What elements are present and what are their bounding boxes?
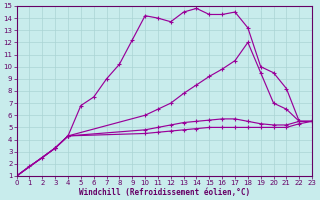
X-axis label: Windchill (Refroidissement éolien,°C): Windchill (Refroidissement éolien,°C) [79, 188, 250, 197]
